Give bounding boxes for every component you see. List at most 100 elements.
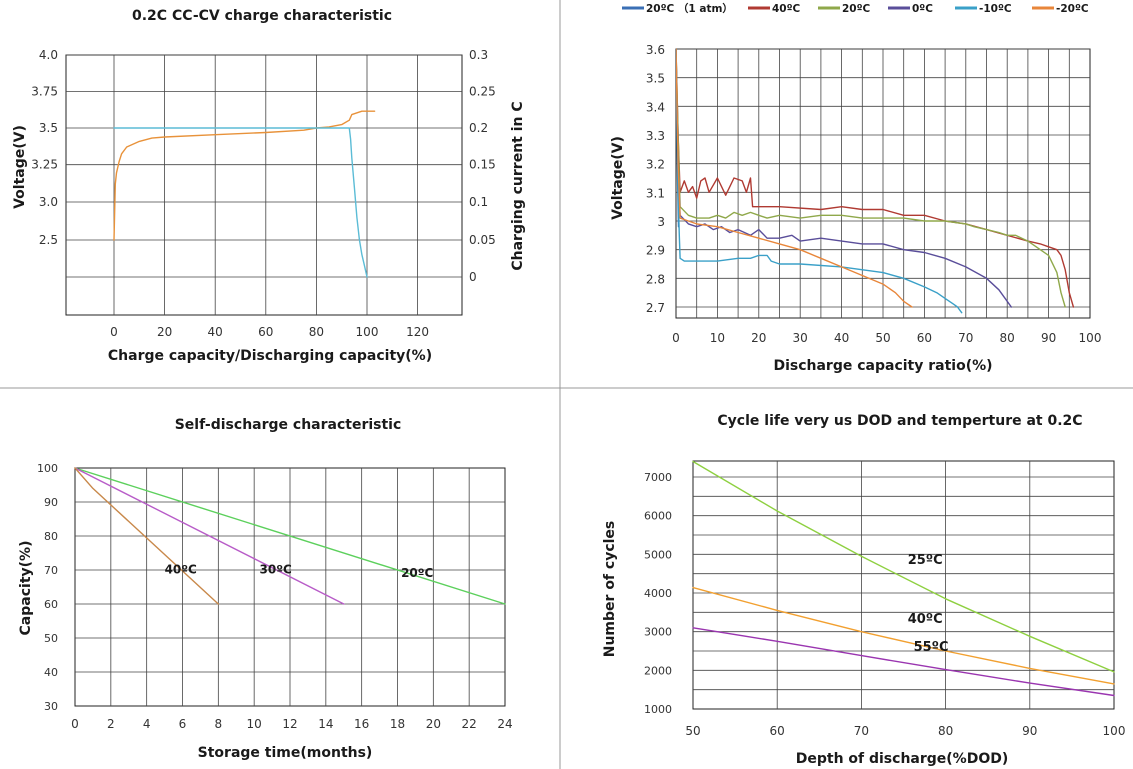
chart4-y-tick-label: 5000 [644, 548, 672, 561]
chart1-x-tick-label: 40 [208, 325, 223, 339]
chart3-x-axis-label: Storage time(months) [198, 745, 373, 761]
chart2-x-tick-label: 70 [958, 331, 973, 345]
chart4-annotation: 55ºC [914, 640, 949, 655]
chart4-series-group [692, 460, 1115, 697]
chart4-series-line [692, 460, 1115, 673]
chart1-y-tick-label: 2.5 [39, 233, 58, 247]
chart2-series-line [676, 48, 1012, 308]
chart4-y-tick-label: 2000 [644, 664, 672, 677]
chart4-annotations: 25ºC 40ºC 55ºC [908, 553, 949, 655]
chart2-legend-label: 20ºC [842, 3, 871, 15]
chart4-annotation: 40ºC [908, 612, 943, 627]
chart3-x-tick-label: 2 [107, 717, 115, 731]
chart1-current-line [113, 127, 368, 278]
chart3-series-line [74, 467, 345, 605]
chart2-legend-label: -20ºC [1056, 3, 1089, 15]
chart3-y-tick-label: 70 [44, 564, 58, 577]
chart2-legend: 20ºC （1 atm） 40ºC 20ºC 0ºC -10ºC -20ºC [622, 2, 1089, 15]
chart2-legend-label: 20ºC （1 atm） [646, 2, 733, 15]
chart2-y-tick-label: 2.9 [646, 244, 665, 258]
chart3-title: Self-discharge characteristic [175, 417, 402, 433]
chart1-x-tick-label: 120 [406, 325, 429, 339]
chart1-x-axis-label: Charge capacity/Discharging capacity(%) [108, 348, 432, 364]
chart1-x-tick-label: 60 [258, 325, 273, 339]
chart1-title: 0.2C CC-CV charge characteristic [132, 8, 392, 24]
self-discharge-chart: Self-discharge characteristic 0 2 4 6 8 10 12 1… [18, 417, 513, 761]
charge-characteristic-chart: 0.2C CC-CV charge characteristic 0 20 40 60… [12, 8, 526, 364]
discharge-voltage-chart: 20ºC （1 atm） 40ºC 20ºC 0ºC -10ºC -20ºC 0 10 20 3… [610, 2, 1101, 374]
chart3-x-tick-label: 4 [143, 717, 151, 731]
chart3-y-axis-label: Capacity(%) [18, 541, 34, 636]
chart3-series-group [74, 467, 506, 605]
chart4-y-tick-label: 1000 [644, 703, 672, 716]
chart3-annotation: 20ºC [401, 566, 433, 580]
chart4-title: Cycle life very us DOD and temperture at… [717, 413, 1082, 429]
chart2-x-tick-label: 80 [1000, 331, 1015, 345]
chart4-y-tick-label: 6000 [644, 510, 672, 523]
chart3-x-tick-label: 8 [215, 717, 223, 731]
chart2-x-tick-label: 90 [1041, 331, 1056, 345]
chart3-series-line [74, 467, 220, 605]
chart3-y-tick-label: 40 [44, 666, 58, 679]
chart3-x-tick-label: 0 [71, 717, 79, 731]
chart3-y-tick-label: 90 [44, 496, 58, 509]
chart2-x-tick-label: 10 [710, 331, 725, 345]
chart3-x-tick-label: 10 [247, 717, 262, 731]
chart4-x-tick-label: 50 [685, 724, 700, 738]
chart2-series-line [676, 48, 913, 308]
chart2-series-line [676, 48, 1075, 308]
chart4-series-line [692, 627, 1115, 697]
chart3-x-tick-label: 18 [390, 717, 405, 731]
chart4-x-tick-label: 80 [938, 724, 953, 738]
chart2-y-axis-label: Voltage(V) [610, 136, 626, 220]
chart3-x-tick-label: 14 [318, 717, 333, 731]
chart1-x-tick-label: 0 [110, 325, 118, 339]
chart3-x-tick-label: 24 [497, 717, 512, 731]
chart1-y2-tick-label: 0.2 [469, 121, 488, 135]
chart2-series-line [676, 48, 1066, 308]
chart3-x-tick-label: 16 [354, 717, 369, 731]
chart1-y2-tick-label: 0.05 [469, 233, 496, 247]
chart1-y2-tick-label: 0.15 [469, 158, 496, 172]
chart2-y-tick-label: 2.8 [646, 272, 665, 286]
chart3-annotations: 40ºC 30ºC 20ºC [165, 562, 434, 579]
chart2-x-tick-label: 20 [751, 331, 766, 345]
chart1-y2-tick-label: 0 [469, 270, 477, 284]
cycle-life-chart: Cycle life very us DOD and temperture at… [602, 413, 1125, 767]
chart2-y-tick-label: 3.4 [646, 100, 665, 114]
chart4-x-tick-label: 70 [854, 724, 869, 738]
chart3-y-tick-label: 100 [37, 462, 58, 475]
chart1-x-tick-label: 80 [309, 325, 324, 339]
chart3-x-tick-label: 20 [426, 717, 441, 731]
chart2-grid: 0 10 20 30 40 50 60 70 80 90 100 3.6 3.5 3.4 3.3 3.2 3.1… [646, 43, 1102, 345]
chart2-x-tick-label: 0 [672, 331, 680, 345]
chart4-x-axis-label: Depth of discharge(%DOD) [796, 751, 1009, 767]
chart1-y-tick-label: 3.5 [39, 121, 58, 135]
chart2-y-tick-label: 3.6 [646, 43, 665, 57]
chart2-legend-label: 40ºC [772, 3, 801, 15]
chart3-x-tick-label: 12 [282, 717, 297, 731]
chart1-y-tick-label: 4.0 [39, 48, 58, 62]
chart2-x-tick-label: 100 [1079, 331, 1102, 345]
chart4-y-tick-label: 7000 [644, 471, 672, 484]
chart1-grid: 0 20 40 60 80 100 120 4.0 3.75 3.5 3.25 3.0 2.5 0.3 0.… [31, 48, 495, 339]
chart2-x-tick-label: 60 [917, 331, 932, 345]
chart1-y2-tick-label: 0.3 [469, 48, 488, 62]
chart1-y-tick-label: 3.0 [39, 195, 58, 209]
chart4-frame [692, 460, 1115, 710]
chart2-x-tick-label: 50 [875, 331, 890, 345]
chart1-y2-axis-label: Charging current in C [510, 101, 526, 270]
chart4-annotation: 25ºC [908, 553, 943, 568]
chart3-annotation: 30ºC [260, 562, 292, 576]
chart2-y-tick-label: 3 [657, 215, 665, 229]
chart2-x-tick-label: 40 [834, 331, 849, 345]
chart3-y-tick-label: 60 [44, 598, 58, 611]
chart3-series-line [74, 467, 506, 605]
chart1-y2-tick-label: 0.25 [469, 85, 496, 99]
chart3-x-tick-label: 22 [462, 717, 477, 731]
chart1-voltage-line [113, 110, 376, 241]
chart2-x-tick-label: 30 [793, 331, 808, 345]
chart3-y-tick-label: 50 [44, 632, 58, 645]
chart1-frame [65, 54, 463, 316]
